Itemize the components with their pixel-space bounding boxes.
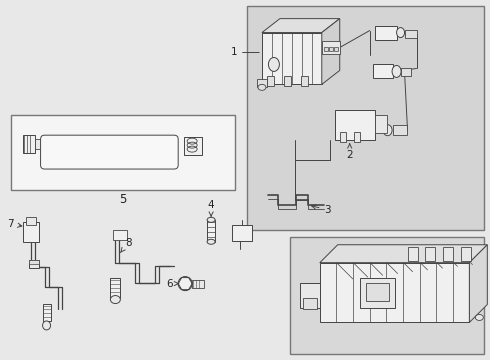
Polygon shape bbox=[469, 245, 488, 323]
Bar bbox=[320, 263, 469, 323]
Ellipse shape bbox=[392, 66, 401, 77]
Bar bbox=[35, 139, 43, 149]
Bar bbox=[257, 80, 267, 87]
Text: 4: 4 bbox=[208, 200, 215, 216]
Bar bbox=[425, 247, 436, 261]
Polygon shape bbox=[320, 245, 488, 263]
Bar bbox=[284, 76, 291, 86]
Bar bbox=[335, 110, 375, 140]
Bar bbox=[408, 247, 417, 261]
Text: 1: 1 bbox=[230, 48, 259, 58]
Bar bbox=[247, 6, 484, 230]
Ellipse shape bbox=[258, 84, 266, 90]
Bar bbox=[110, 278, 121, 298]
Bar bbox=[354, 132, 360, 142]
Bar bbox=[405, 30, 416, 37]
Text: 2: 2 bbox=[346, 144, 353, 160]
Text: 7: 7 bbox=[7, 219, 22, 229]
Bar bbox=[366, 283, 389, 301]
Bar bbox=[28, 260, 39, 264]
Bar bbox=[334, 46, 338, 51]
Bar bbox=[113, 230, 127, 240]
Ellipse shape bbox=[110, 296, 121, 303]
Bar bbox=[340, 132, 346, 142]
Bar bbox=[25, 217, 36, 225]
Text: 3: 3 bbox=[312, 205, 331, 215]
Bar bbox=[11, 115, 235, 190]
Bar bbox=[300, 283, 320, 307]
Text: 8: 8 bbox=[121, 238, 132, 253]
Bar bbox=[28, 260, 39, 268]
Bar bbox=[267, 76, 274, 86]
Bar bbox=[43, 303, 50, 321]
Ellipse shape bbox=[269, 58, 279, 71]
Bar bbox=[303, 298, 317, 310]
Bar bbox=[23, 135, 35, 153]
Text: 6: 6 bbox=[166, 279, 178, 289]
Ellipse shape bbox=[207, 239, 215, 244]
Bar bbox=[375, 115, 387, 133]
Bar bbox=[443, 247, 453, 261]
Bar bbox=[290, 237, 484, 354]
Bar bbox=[262, 32, 322, 84]
Bar bbox=[232, 225, 252, 241]
Bar bbox=[372, 64, 392, 78]
Ellipse shape bbox=[207, 217, 215, 222]
Bar bbox=[400, 68, 411, 76]
Ellipse shape bbox=[178, 276, 192, 291]
Bar bbox=[23, 222, 39, 242]
Bar bbox=[184, 137, 202, 155]
Ellipse shape bbox=[475, 315, 483, 320]
Bar bbox=[462, 247, 471, 261]
Bar bbox=[392, 125, 407, 135]
Ellipse shape bbox=[43, 321, 50, 330]
Polygon shape bbox=[262, 19, 340, 32]
FancyBboxPatch shape bbox=[41, 135, 178, 169]
Bar bbox=[375, 26, 396, 40]
Polygon shape bbox=[322, 19, 340, 84]
Bar bbox=[324, 46, 328, 51]
Bar bbox=[329, 46, 333, 51]
Ellipse shape bbox=[383, 125, 392, 136]
Bar bbox=[301, 76, 308, 86]
Bar bbox=[192, 280, 204, 288]
Bar bbox=[360, 278, 394, 307]
Ellipse shape bbox=[396, 28, 405, 37]
Bar bbox=[322, 41, 340, 54]
Text: 5: 5 bbox=[119, 193, 126, 206]
Bar bbox=[207, 220, 215, 242]
